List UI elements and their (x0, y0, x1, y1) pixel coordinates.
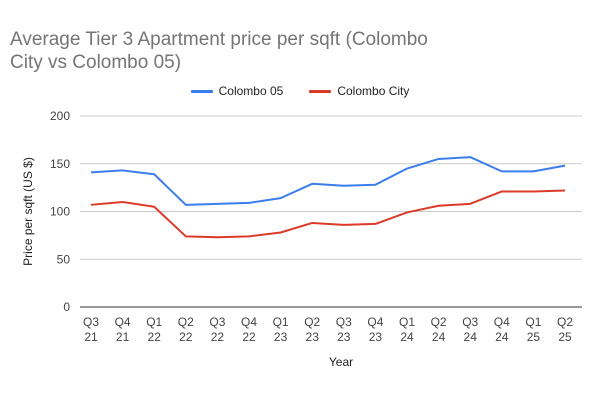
legend-swatch (309, 89, 332, 93)
y-tick-label: 200 (50, 109, 70, 123)
x-tick-label: Q1 (399, 315, 415, 329)
legend-label: Colombo 05 (218, 84, 284, 98)
x-tick-label: Q3 (336, 315, 352, 329)
x-tick-label: Q2 (431, 315, 447, 329)
x-tick-label: Q4 (367, 315, 383, 329)
x-tick-label: 23 (306, 330, 320, 344)
x-tick-label: Q4 (115, 315, 131, 329)
x-tick-label: 24 (432, 330, 446, 344)
x-tick-label: Q4 (241, 315, 257, 329)
x-tick-label: 21 (116, 330, 130, 344)
x-tick-label: 21 (84, 330, 98, 344)
x-tick-label: 25 (527, 330, 541, 344)
x-tick-label: Q3 (83, 315, 99, 329)
x-tick-label: 23 (274, 330, 288, 344)
x-tick-label: Q3 (462, 315, 478, 329)
y-axis-title: Price per sqft (US $) (21, 157, 35, 266)
y-tick-label: 150 (50, 157, 70, 171)
x-tick-label: Q2 (304, 315, 320, 329)
x-tick-label: 22 (211, 330, 225, 344)
y-tick-label: 50 (57, 252, 71, 266)
series-line-colombo-city (90, 189, 566, 239)
x-tick-label: 22 (179, 330, 193, 344)
series-line-colombo-05 (90, 156, 566, 206)
x-tick-label: Q2 (557, 315, 573, 329)
legend-label: Colombo City (337, 84, 410, 98)
x-tick-label: Q2 (178, 315, 194, 329)
x-tick-label: 25 (558, 330, 572, 344)
y-tick-label: 0 (63, 300, 70, 314)
legend: Colombo 05 Colombo City (0, 84, 600, 98)
legend-item-colombo-05[interactable]: Colombo 05 (190, 84, 284, 98)
x-tick-label: 24 (400, 330, 414, 344)
chart-title: Average Tier 3 Apartment price per sqft … (10, 29, 428, 73)
x-tick-label: 23 (337, 330, 351, 344)
x-tick-label: 24 (464, 330, 478, 344)
x-tick-label: 24 (495, 330, 509, 344)
x-tick-label: Q1 (273, 315, 289, 329)
x-tick-label: 22 (148, 330, 162, 344)
x-tick-label: Q4 (494, 315, 510, 329)
x-tick-label: Q1 (146, 315, 162, 329)
x-tick-label: 23 (369, 330, 383, 344)
x-tick-label: Q3 (209, 315, 225, 329)
y-tick-label: 100 (50, 205, 70, 219)
legend-swatch (190, 89, 213, 93)
x-axis-title: Year (329, 355, 353, 369)
x-tick-label: Q1 (525, 315, 541, 329)
x-tick-label: 22 (242, 330, 256, 344)
legend-item-colombo-city[interactable]: Colombo City (309, 84, 409, 98)
